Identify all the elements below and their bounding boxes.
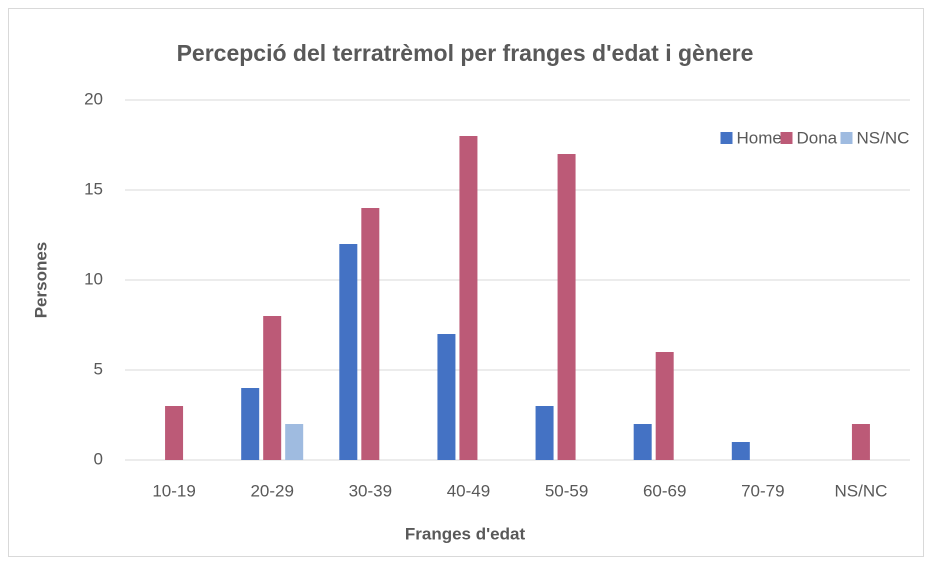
y-tick-label: 20	[84, 89, 103, 108]
y-tick-label: 15	[84, 179, 103, 198]
bar	[165, 406, 184, 460]
y-axis-title: Persones	[31, 242, 50, 319]
x-tick-label: 40-49	[447, 481, 490, 500]
bar	[633, 424, 652, 460]
bar	[241, 388, 260, 460]
y-tick-label: 5	[94, 359, 103, 378]
x-tick-label: 30-39	[349, 481, 392, 500]
bar	[361, 208, 380, 460]
bar	[285, 424, 304, 460]
x-axis-title: Franges d'edat	[405, 524, 526, 543]
legend-swatch	[840, 132, 853, 144]
legend-label: Home	[737, 128, 782, 147]
bar	[655, 352, 674, 460]
legend-swatch	[720, 132, 733, 144]
bar	[557, 154, 576, 460]
bar	[263, 316, 282, 460]
bar	[437, 334, 456, 460]
chart-title: Percepció del terratrèmol per franges d'…	[177, 40, 754, 66]
x-tick-label: NS/NC	[834, 481, 887, 500]
bar	[535, 406, 554, 460]
bar	[459, 136, 478, 460]
legend-label: NS/NC	[857, 128, 910, 147]
bar	[851, 424, 870, 460]
bar	[731, 442, 750, 460]
x-tick-label: 60-69	[643, 481, 686, 500]
legend-label: Dona	[797, 128, 838, 147]
x-tick-label: 70-79	[741, 481, 784, 500]
bar	[339, 244, 358, 460]
x-tick-label: 10-19	[152, 481, 195, 500]
x-tick-label: 50-59	[545, 481, 588, 500]
x-tick-label: 20-29	[250, 481, 293, 500]
legend-swatch	[780, 132, 793, 144]
y-tick-label: 0	[94, 449, 103, 468]
y-tick-label: 10	[84, 269, 103, 288]
